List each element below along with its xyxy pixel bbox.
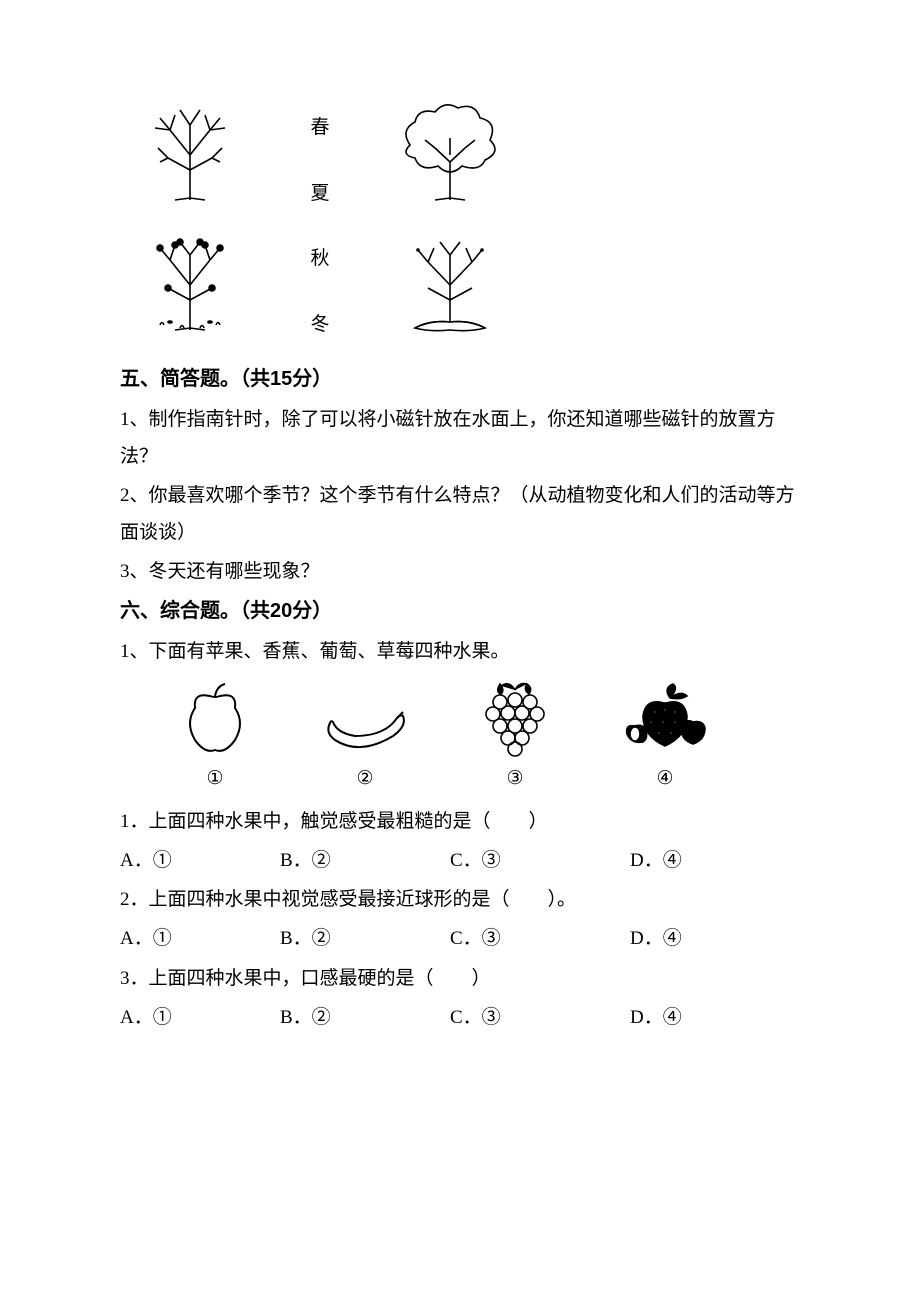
section-5-heading: 五、简答题。（共15分）: [120, 360, 800, 399]
sub-question-2: 2．上面四种水果中视觉感受最接近球形的是（ ）。: [120, 881, 800, 918]
opt-3-a: A．①: [120, 999, 280, 1036]
fruit-label-1: ①: [206, 760, 223, 797]
season-summer: 夏: [310, 184, 329, 203]
fruit-label-4: ④: [656, 760, 673, 797]
fruit-grapes: ③: [450, 678, 580, 797]
tree-season-match: 春 夏 秋 冬: [120, 100, 800, 340]
season-spring: 春: [310, 118, 329, 137]
options-row-3: A．① B．② C．③ D．④: [120, 999, 800, 1036]
opt-2-b: B．②: [280, 920, 450, 957]
fruit-strawberry: ④: [600, 678, 730, 797]
season-winter: 冬: [310, 315, 329, 334]
opt-3-d: D．④: [630, 999, 682, 1036]
sub-question-3: 3．上面四种水果中，口感最硬的是（ ）: [120, 960, 800, 997]
fruit-banana: ②: [300, 678, 430, 797]
opt-3-b: B．②: [280, 999, 450, 1036]
tree-image-snowy: [380, 230, 520, 340]
opt-1-a: A．①: [120, 842, 280, 879]
opt-2-d: D．④: [630, 920, 682, 957]
season-autumn: 秋: [310, 249, 329, 268]
fruit-label-2: ②: [356, 760, 373, 797]
tree-image-bare-branches: [120, 100, 260, 210]
opt-1-c: C．③: [450, 842, 630, 879]
fruit-apple: ①: [150, 678, 280, 797]
options-row-2: A．① B．② C．③ D．④: [120, 920, 800, 957]
sub-question-1: 1．上面四种水果中，触觉感受最粗糙的是（ ）: [120, 803, 800, 840]
tree-right-column: [380, 100, 520, 340]
season-label-column: 春 夏 秋 冬: [290, 100, 350, 340]
section-5-q2: 2、你最喜欢哪个季节？这个季节有什么特点？（从动植物变化和人们的活动等方面谈谈）: [120, 477, 800, 551]
opt-3-c: C．③: [450, 999, 630, 1036]
section-5-q1: 1、制作指南针时，除了可以将小磁针放在水面上，你还知道哪些磁针的放置方法？: [120, 401, 800, 475]
tree-image-flowering: [120, 230, 260, 340]
fruit-row: ① ② ③: [150, 678, 800, 797]
opt-1-d: D．④: [630, 842, 682, 879]
tree-left-column: [120, 100, 260, 340]
fruit-label-3: ③: [506, 760, 523, 797]
opt-2-a: A．①: [120, 920, 280, 957]
options-row-1: A．① B．② C．③ D．④: [120, 842, 800, 879]
page-content: 春 夏 秋 冬: [120, 100, 800, 1036]
section-5-q3: 3、冬天还有哪些现象？: [120, 553, 800, 590]
section-6-heading: 六、综合题。（共20分）: [120, 592, 800, 631]
opt-1-b: B．②: [280, 842, 450, 879]
tree-image-full-canopy: [380, 100, 520, 210]
opt-2-c: C．③: [450, 920, 630, 957]
section-6-intro: 1、下面有苹果、香蕉、葡萄、草莓四种水果。: [120, 633, 800, 670]
